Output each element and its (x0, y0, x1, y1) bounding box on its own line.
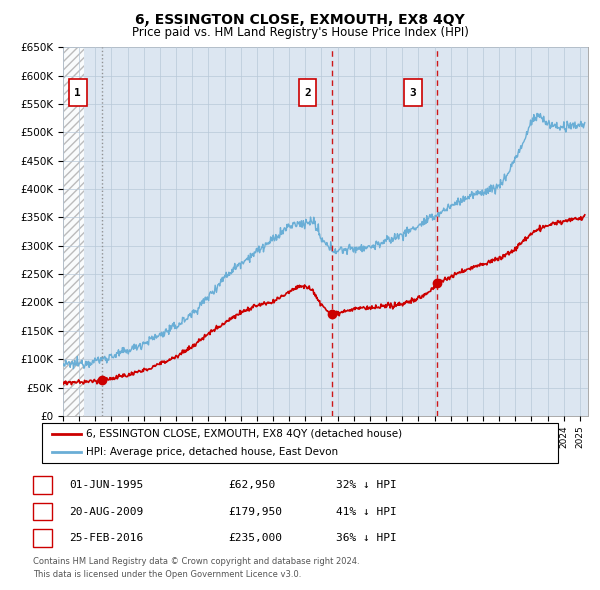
Bar (63, 47, 84, 416)
FancyBboxPatch shape (404, 79, 422, 106)
Text: 3: 3 (409, 87, 416, 97)
Text: Price paid vs. HM Land Registry's House Price Index (HPI): Price paid vs. HM Land Registry's House … (131, 26, 469, 39)
Text: 41% ↓ HPI: 41% ↓ HPI (336, 507, 397, 516)
Text: £179,950: £179,950 (228, 507, 282, 516)
Text: 36% ↓ HPI: 36% ↓ HPI (336, 533, 397, 543)
Text: Contains HM Land Registry data © Crown copyright and database right 2024.: Contains HM Land Registry data © Crown c… (33, 558, 359, 566)
Text: 1: 1 (74, 87, 81, 97)
Text: 6, ESSINGTON CLOSE, EXMOUTH, EX8 4QY: 6, ESSINGTON CLOSE, EXMOUTH, EX8 4QY (135, 13, 465, 27)
Text: £62,950: £62,950 (228, 480, 275, 490)
Text: HPI: Average price, detached house, East Devon: HPI: Average price, detached house, East… (86, 447, 338, 457)
Text: 2: 2 (39, 507, 46, 516)
Text: 01-JUN-1995: 01-JUN-1995 (69, 480, 143, 490)
Text: 25-FEB-2016: 25-FEB-2016 (69, 533, 143, 543)
Text: 3: 3 (39, 533, 46, 543)
FancyBboxPatch shape (69, 79, 87, 106)
Text: £235,000: £235,000 (228, 533, 282, 543)
Text: 6, ESSINGTON CLOSE, EXMOUTH, EX8 4QY (detached house): 6, ESSINGTON CLOSE, EXMOUTH, EX8 4QY (de… (86, 429, 402, 439)
Text: 1: 1 (39, 480, 46, 490)
Text: This data is licensed under the Open Government Licence v3.0.: This data is licensed under the Open Gov… (33, 571, 301, 579)
Text: 20-AUG-2009: 20-AUG-2009 (69, 507, 143, 516)
Text: 32% ↓ HPI: 32% ↓ HPI (336, 480, 397, 490)
FancyBboxPatch shape (299, 79, 316, 106)
FancyBboxPatch shape (42, 423, 558, 463)
Text: 2: 2 (304, 87, 311, 97)
